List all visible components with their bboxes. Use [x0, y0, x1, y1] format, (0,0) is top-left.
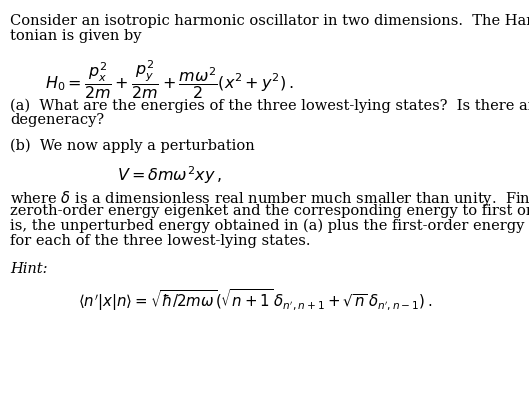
Text: $\langle n'|x|n\rangle = \sqrt{\hbar/2m\omega}(\sqrt{n+1}\,\delta_{n',n+1} + \sq: $\langle n'|x|n\rangle = \sqrt{\hbar/2m\…: [78, 287, 432, 312]
Text: Consider an isotropic harmonic oscillator in two dimensions.  The Hamil-: Consider an isotropic harmonic oscillato…: [10, 14, 529, 28]
Text: (b)  We now apply a perturbation: (b) We now apply a perturbation: [10, 138, 255, 153]
Text: $V = \delta m\omega^2 xy\,,$: $V = \delta m\omega^2 xy\,,$: [117, 164, 222, 185]
Text: (a)  What are the energies of the three lowest-lying states?  Is there any: (a) What are the energies of the three l…: [10, 98, 529, 113]
Text: $H_0 = \dfrac{p_x^2}{2m} + \dfrac{p_y^2}{2m} + \dfrac{m\omega^2}{2}(x^2 + y^2)\,: $H_0 = \dfrac{p_x^2}{2m} + \dfrac{p_y^2}…: [45, 58, 294, 100]
Text: Hint:: Hint:: [10, 261, 48, 275]
Text: for each of the three lowest-lying states.: for each of the three lowest-lying state…: [10, 233, 311, 247]
Text: is, the unperturbed energy obtained in (a) plus the first-order energy shift]: is, the unperturbed energy obtained in (…: [10, 218, 529, 233]
Text: tonian is given by: tonian is given by: [10, 29, 142, 43]
Text: zeroth-order energy eigenket and the corresponding energy to first order [that: zeroth-order energy eigenket and the cor…: [10, 203, 529, 217]
Text: where $\delta$ is a dimensionless real number much smaller than unity.  Find the: where $\delta$ is a dimensionless real n…: [10, 188, 529, 207]
Text: degeneracy?: degeneracy?: [10, 113, 104, 127]
